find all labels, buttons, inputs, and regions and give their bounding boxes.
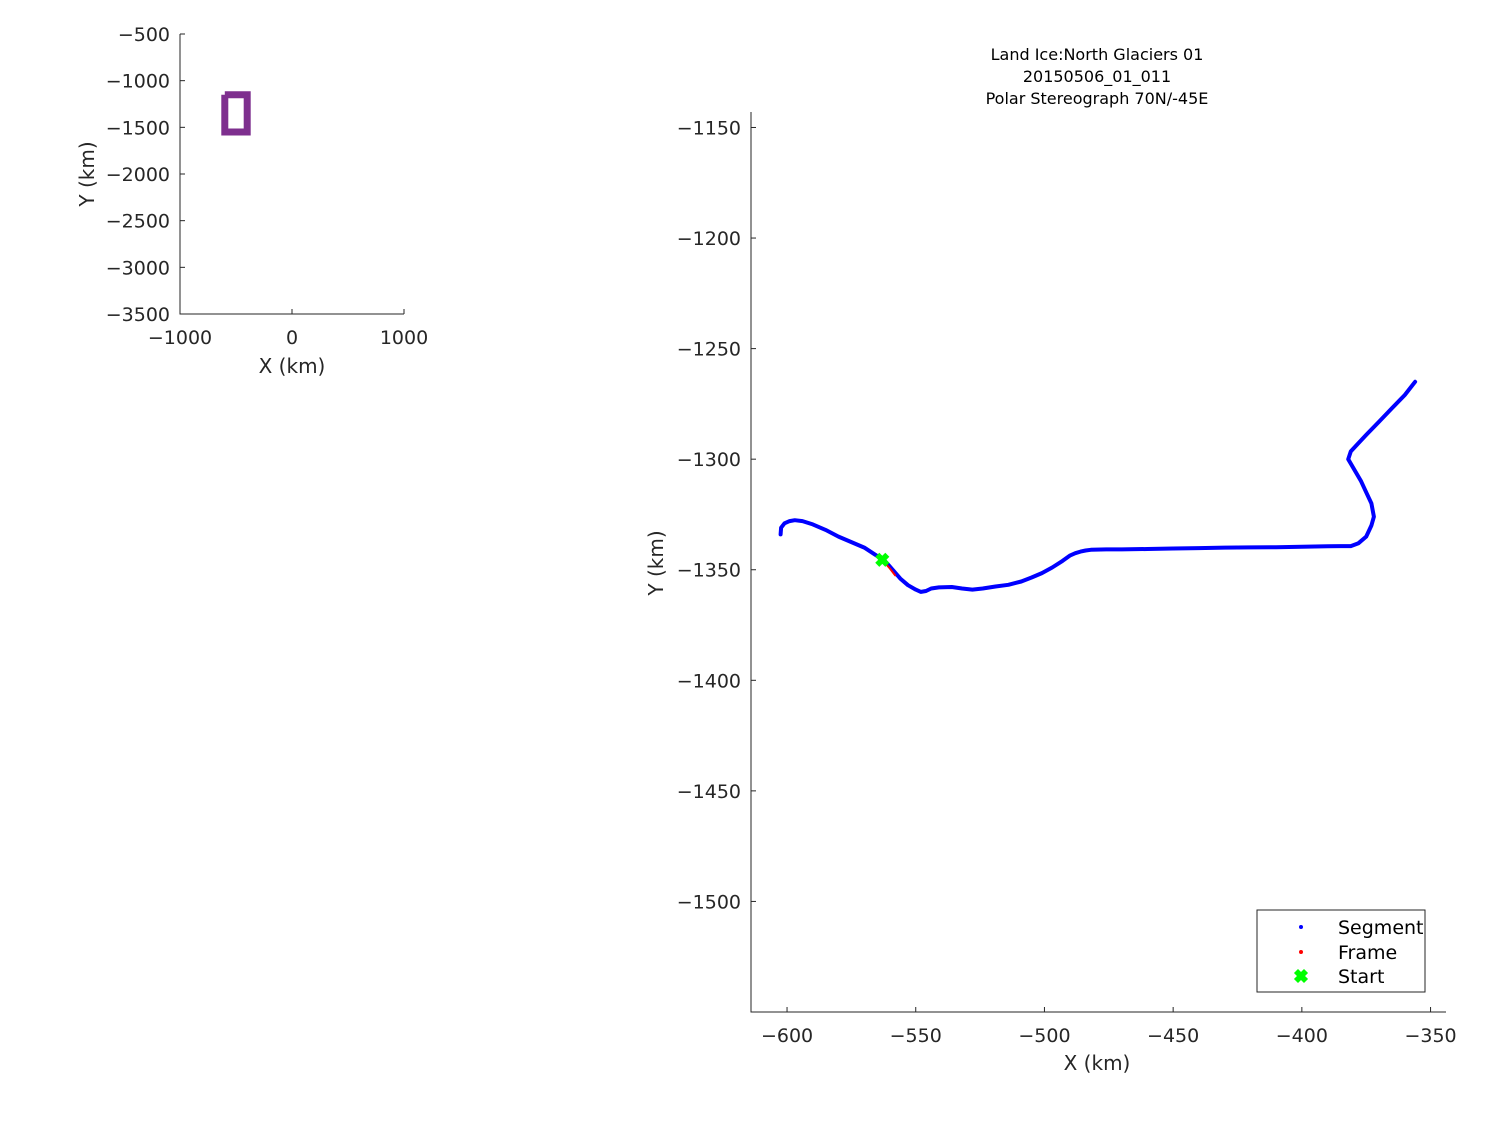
main-x-tick-label: −350 <box>1404 1025 1456 1047</box>
legend-box <box>1256 909 1426 993</box>
main-x-tick-label: −550 <box>890 1025 942 1047</box>
main-y-tick-label: −1400 <box>677 670 741 692</box>
legend-start-label: Start <box>1338 966 1384 988</box>
overview-x-axis-label: X (km) <box>259 354 326 378</box>
chart-title-line-3: Polar Stereograph 70N/-45E <box>986 89 1209 108</box>
main-y-tick-label: −1350 <box>677 560 741 582</box>
main-y-tick-label: −1300 <box>677 449 741 471</box>
overview-x-tick-label: 0 <box>286 327 298 349</box>
main-y-axis-label: Y (km) <box>644 530 668 596</box>
overview-region-outline <box>221 91 251 136</box>
main-y-tick-label: −1500 <box>677 891 741 913</box>
main-x-tick-label: −400 <box>1276 1025 1328 1047</box>
overview-y-axis-label: Y (km) <box>75 141 99 207</box>
main-y-tick-label: −1150 <box>677 117 741 139</box>
overview-y-tick-label: −2000 <box>106 164 170 186</box>
overview-y-tick-label: −1000 <box>106 71 170 93</box>
legend-frame-label: Frame <box>1338 942 1397 964</box>
chart-title-line-1: Land Ice:North Glaciers 01 <box>991 45 1204 64</box>
overview-y-tick-label: −3000 <box>106 257 170 279</box>
segment-track-line <box>778 379 1418 594</box>
main-map: Land Ice:North Glaciers 01 20150506_01_0… <box>644 45 1457 1075</box>
overview-x-tick-label: 1000 <box>380 327 428 349</box>
overview-y-tick-label: −3500 <box>106 304 170 326</box>
legend-start-marker <box>1293 968 1309 984</box>
main-y-tick-label: −1200 <box>677 228 741 250</box>
main-x-tick-label: −450 <box>1147 1025 1199 1047</box>
overview-y-tick-label: −500 <box>118 24 170 46</box>
main-y-tick-label: −1450 <box>677 781 741 803</box>
chart-title-line-2: 20150506_01_011 <box>1023 67 1171 87</box>
overview-x-tick-label: −1000 <box>148 327 212 349</box>
overview-y-tick-label: −2500 <box>106 211 170 233</box>
legend: Segment Frame Start <box>1256 909 1426 993</box>
main-axis-lines <box>750 112 1446 1013</box>
overview-y-tick-label: −1500 <box>106 117 170 139</box>
legend-segment-marker <box>1299 925 1303 929</box>
legend-segment-label: Segment <box>1338 917 1424 939</box>
main-y-tick-label: −1250 <box>677 339 741 361</box>
start-marker <box>875 552 890 567</box>
main-x-axis-label: X (km) <box>1064 1051 1131 1075</box>
legend-frame-marker <box>1299 950 1303 954</box>
main-x-tick-label: −600 <box>761 1025 813 1047</box>
overview-map: −1000 0 1000 −500 −1000 −1500 −2000 −2500 −3000 −… <box>75 24 428 378</box>
overview-axis-lines <box>179 34 404 315</box>
main-x-tick-label: −500 <box>1018 1025 1070 1047</box>
